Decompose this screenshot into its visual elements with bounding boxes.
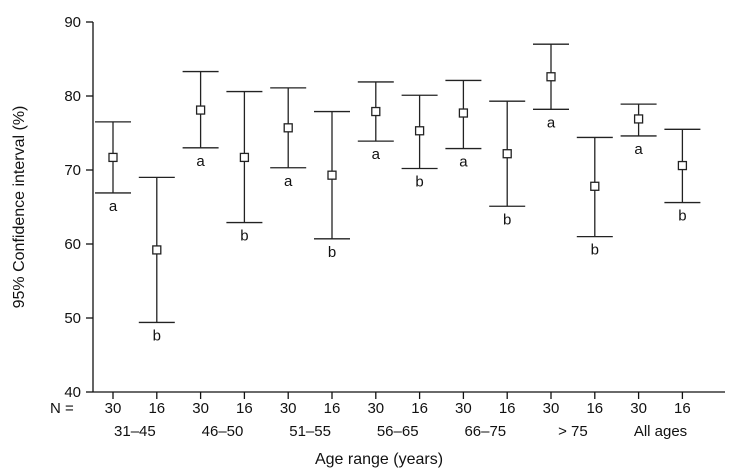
- n-value-label: 30: [455, 400, 472, 417]
- group-letter-label: b: [153, 327, 161, 344]
- mean-marker: [416, 127, 424, 135]
- mean-marker: [197, 106, 205, 114]
- error-bar: a: [445, 80, 481, 170]
- error-bar: a: [270, 88, 306, 190]
- n-value-label: 16: [586, 400, 603, 417]
- error-bar: a: [533, 44, 569, 131]
- group-label: 51–55: [289, 423, 331, 440]
- y-tick-label: 40: [64, 384, 81, 401]
- group-letter-label: a: [284, 173, 293, 190]
- n-value-label: 16: [411, 400, 428, 417]
- mean-marker: [678, 162, 686, 170]
- mean-marker: [328, 171, 336, 179]
- group-letter-label: b: [678, 208, 686, 225]
- error-bar: a: [95, 122, 131, 215]
- n-value-label: 30: [192, 400, 209, 417]
- mean-marker: [372, 108, 380, 116]
- y-ticks: 40 50 60 70 80 90: [64, 14, 93, 401]
- group-letter-label: a: [459, 154, 468, 171]
- error-bar: b: [226, 92, 262, 245]
- error-bar: b: [402, 95, 438, 190]
- group-label: 31–45: [114, 423, 156, 440]
- group-letter-label: a: [196, 153, 205, 170]
- x-ticks: [113, 392, 682, 399]
- mean-marker: [240, 153, 248, 161]
- group-letter-label: b: [328, 244, 336, 261]
- group-label: > 75: [558, 423, 588, 440]
- n-value-label: 30: [630, 400, 647, 417]
- group-letter-label: b: [591, 242, 599, 259]
- error-bar: b: [577, 137, 613, 258]
- n-value-label: 30: [543, 400, 560, 417]
- mean-marker: [459, 109, 467, 117]
- mean-marker: [109, 153, 117, 161]
- mean-marker: [153, 246, 161, 254]
- y-tick-label: 80: [64, 88, 81, 105]
- error-bar: b: [489, 101, 525, 228]
- n-value-label: 16: [236, 400, 253, 417]
- error-bar: a: [183, 72, 219, 170]
- n-value-label: 16: [674, 400, 691, 417]
- x-labels: N = 30 16 30 16 30 16 30 16 30 16 30 16 30 16 31–45 46–…: [50, 400, 691, 440]
- x-axis-title: Age range (years): [315, 451, 443, 468]
- error-bars: a b a b a b a b a b a b a b: [95, 44, 700, 344]
- group-letter-label: a: [109, 198, 118, 215]
- n-value-label: 30: [280, 400, 297, 417]
- mean-marker: [547, 73, 555, 81]
- error-bar: a: [358, 82, 394, 163]
- group-letter-label: a: [372, 146, 381, 163]
- y-tick-label: 70: [64, 162, 81, 179]
- n-value-label: 30: [367, 400, 384, 417]
- y-tick-label: 90: [64, 14, 81, 31]
- group-letter-label: a: [547, 114, 556, 131]
- n-value-label: 30: [105, 400, 122, 417]
- group-letter-label: b: [503, 211, 511, 228]
- error-bar: b: [664, 129, 700, 224]
- error-bar: a: [621, 104, 657, 158]
- mean-marker: [284, 124, 292, 132]
- group-label: 66–75: [464, 423, 506, 440]
- n-value-label: 16: [148, 400, 165, 417]
- error-bar: b: [139, 177, 175, 344]
- group-letter-label: b: [240, 228, 248, 245]
- y-axis-title: 95% Confidence interval (%): [11, 106, 28, 309]
- mean-marker: [503, 150, 511, 158]
- group-label: 56–65: [377, 423, 419, 440]
- mean-marker: [591, 182, 599, 190]
- group-label: All ages: [634, 423, 687, 440]
- n-prefix-label: N =: [50, 400, 74, 417]
- mean-marker: [635, 115, 643, 123]
- group-label: 46–50: [202, 423, 244, 440]
- axes: [93, 22, 725, 392]
- y-tick-label: 60: [64, 236, 81, 253]
- group-letter-label: a: [634, 141, 643, 158]
- y-tick-label: 50: [64, 310, 81, 327]
- n-value-label: 16: [324, 400, 341, 417]
- error-bar: b: [314, 112, 350, 261]
- group-letter-label: b: [415, 174, 423, 191]
- n-value-label: 16: [499, 400, 516, 417]
